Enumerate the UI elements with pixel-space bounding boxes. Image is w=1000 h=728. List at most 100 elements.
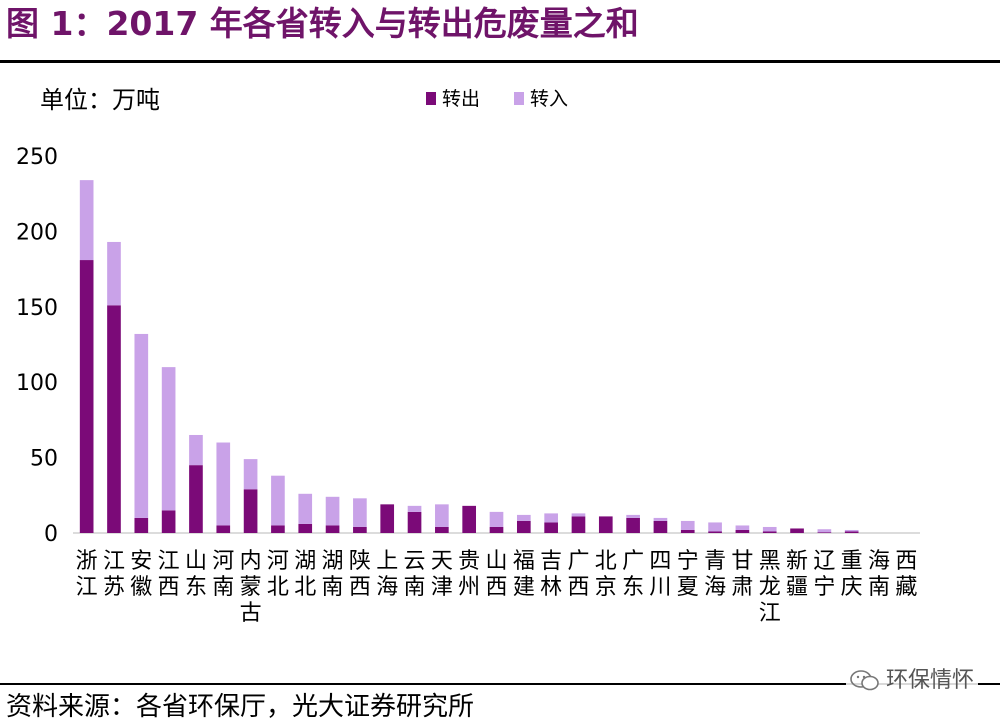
x-tick-label-char: 新 (786, 549, 808, 574)
y-tick-label: 200 (16, 220, 58, 245)
bar-in (571, 513, 586, 517)
x-tick-label-char: 肃 (731, 575, 753, 600)
bar-out (107, 305, 121, 533)
bar-out (325, 525, 340, 533)
bar-in (844, 529, 859, 532)
unit-label: 单位：万吨 (40, 86, 160, 114)
footer-divider (0, 683, 1000, 685)
bar-in (271, 475, 285, 526)
bar-out (353, 526, 367, 533)
x-tick-label-char: 广 (622, 549, 644, 574)
title-divider (0, 60, 1000, 63)
bar-in (489, 511, 504, 527)
bar-out (243, 489, 258, 533)
x-tick-label-char: 宁 (677, 549, 699, 574)
bar-out (161, 510, 176, 533)
bar-in (407, 505, 422, 512)
x-tick-label-char: 天 (431, 549, 453, 574)
x-tick-label-char: 东 (622, 575, 644, 600)
bar-out (544, 522, 558, 533)
x-tick-label-char: 湖 (294, 549, 316, 574)
x-tick-label-char: 津 (431, 575, 453, 600)
x-tick-label-char: 海 (704, 575, 726, 600)
x-tick-label-char: 林 (540, 575, 562, 600)
x-tick-label-char: 福 (513, 549, 535, 574)
bar-out (271, 525, 285, 533)
y-tick-label: 100 (16, 371, 58, 396)
bar-out (735, 529, 750, 533)
x-tick-label-char: 山 (485, 549, 507, 574)
x-tick-label-char: 州 (458, 575, 480, 600)
bar-in (653, 517, 668, 521)
bar-in (298, 493, 313, 524)
x-tick-label-char: 海 (868, 549, 890, 574)
x-tick-label-char: 西 (158, 575, 180, 600)
bar-out (680, 529, 695, 533)
x-tick-label-char: 云 (404, 549, 426, 574)
x-tick-label-char: 青 (704, 549, 726, 574)
x-tick-label-char: 安 (130, 549, 152, 574)
x-tick-label-char: 广 (567, 549, 589, 574)
bar-out (653, 520, 668, 533)
x-tick-label-char: 疆 (786, 575, 808, 600)
bar-out (189, 465, 203, 533)
x-tick-label-char: 黑 (759, 549, 781, 574)
bar-in (325, 496, 340, 526)
x-tick-label-char: 北 (595, 549, 617, 574)
watermark: 环保情怀 (845, 663, 978, 699)
x-tick-label-char: 建 (513, 575, 535, 600)
bar-out (489, 526, 504, 533)
x-tick-label-char: 山 (185, 549, 207, 574)
bar-out (216, 525, 231, 533)
y-tick-label: 0 (44, 522, 58, 547)
bar-out (762, 531, 777, 533)
bar-out (298, 523, 313, 533)
x-tick-label-char: 夏 (677, 575, 699, 600)
y-tick-label: 250 (16, 145, 58, 170)
x-tick-label-char: 宁 (813, 575, 835, 600)
y-tick-label: 50 (30, 447, 58, 472)
x-tick-label-char: 内 (240, 549, 262, 574)
y-tick-label: 150 (16, 296, 58, 321)
bar-out (516, 520, 531, 533)
legend-label-in: 转入 (530, 88, 568, 110)
x-tick-label-char: 海 (376, 575, 398, 600)
bar-in (107, 241, 121, 306)
x-tick-label-char: 京 (595, 575, 617, 600)
bar-out (79, 260, 94, 533)
x-tick-label-char: 北 (294, 575, 316, 600)
x-tick-label-char: 西 (895, 549, 917, 574)
x-tick-label-char: 苏 (103, 575, 125, 600)
bar-out (708, 531, 722, 533)
bar-out (844, 531, 859, 533)
legend-swatch-out (426, 92, 436, 105)
bar-in (134, 333, 149, 518)
watermark-text: 环保情怀 (885, 668, 974, 693)
bar-in (79, 180, 94, 261)
plot-area: 单位：万吨 转出 转入050100150200250浙江江苏安徽江西山东河南内蒙古河… (16, 86, 920, 626)
x-tick-label-char: 江 (759, 601, 781, 626)
x-tick-label-char: 四 (649, 549, 671, 574)
bar-in (762, 526, 777, 532)
x-tick-label-char: 西 (567, 575, 589, 600)
x-tick-label-char: 河 (212, 549, 234, 574)
bar-out (817, 532, 832, 533)
bar-out (380, 504, 395, 533)
x-tick-label-char: 上 (376, 549, 398, 574)
bar-in (189, 434, 203, 466)
bar-in (626, 514, 640, 518)
x-tick-label-char: 湖 (322, 549, 344, 574)
x-tick-label-char: 浙 (76, 549, 98, 574)
x-tick-label-char: 重 (841, 549, 863, 574)
x-tick-label-char: 南 (868, 575, 890, 600)
stacked-bar-chart: 单位：万吨 转出 转入050100150200250浙江江苏安徽江西山东河南内蒙古河… (16, 86, 920, 626)
x-tick-label-char: 贵 (458, 549, 480, 574)
x-tick-label-char: 陕 (349, 549, 371, 574)
x-tick-label-char: 龙 (759, 575, 781, 600)
bar-in (680, 520, 695, 530)
x-tick-label-char: 辽 (813, 549, 835, 574)
bar-in (353, 498, 367, 527)
bar-in (817, 529, 832, 533)
x-tick-label-char: 蒙 (240, 575, 262, 600)
legend-label-out: 转出 (442, 88, 480, 110)
